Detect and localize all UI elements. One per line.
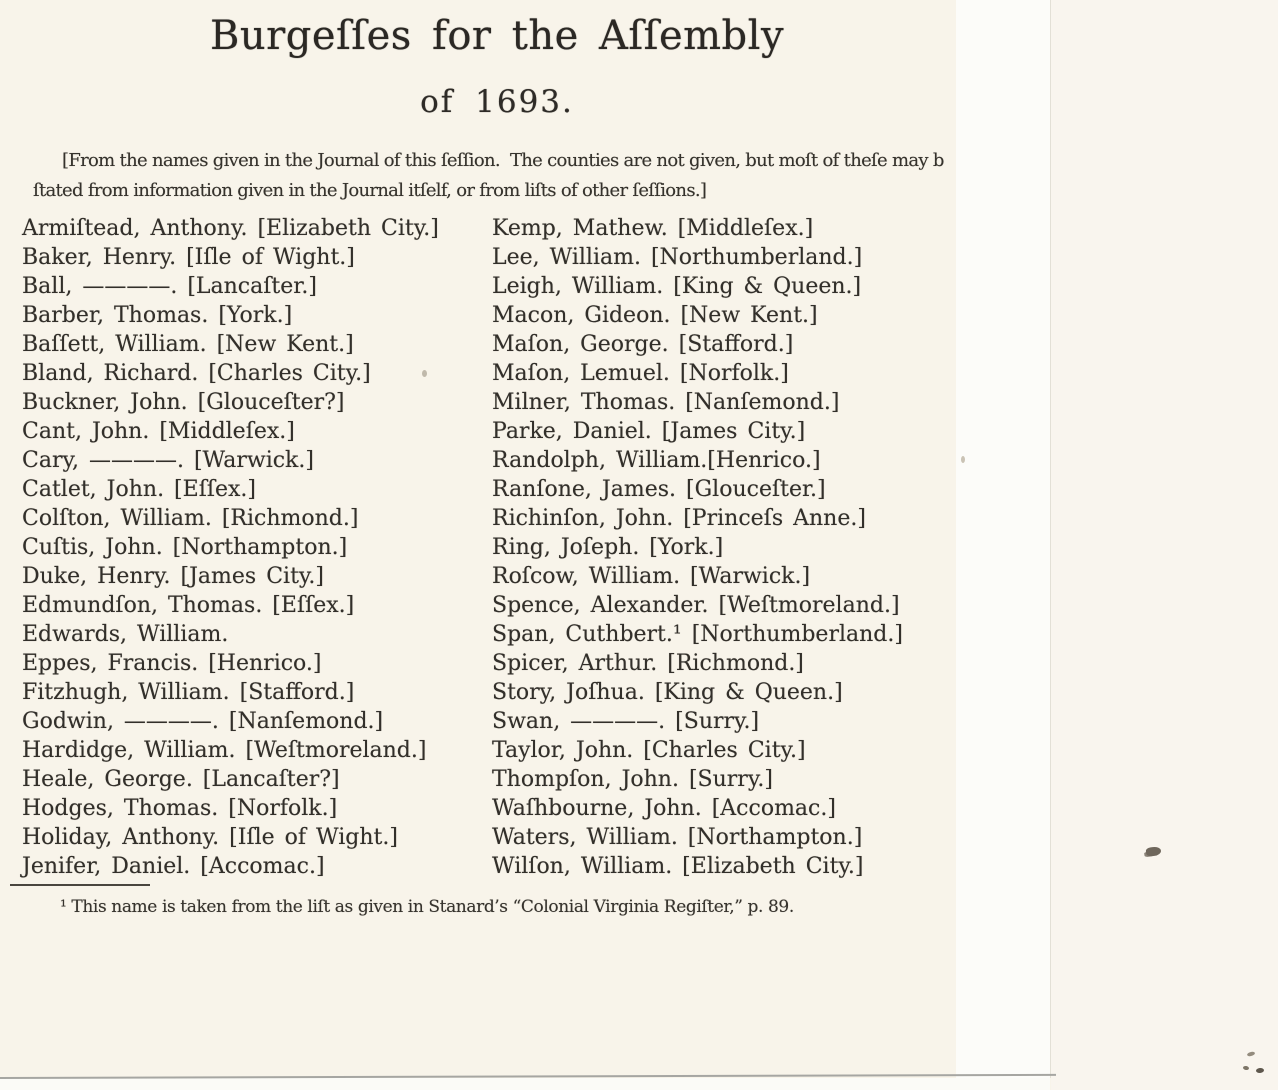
list-item: Kemp, Mathew. [Middleſex.] (492, 216, 814, 241)
list-item: Hardidge, William. [Weſtmoreland.] (22, 738, 427, 763)
list-item: Ball, ————. [Lancaſter.] (22, 274, 317, 299)
burgess-list-left: Armiſtead, Anthony. [Elizabeth City.] Bak… (22, 214, 439, 881)
list-item: Maſon, Lemuel. [Norfolk.] (492, 361, 789, 386)
list-item: Parke, Daniel. [James City.] (492, 419, 806, 444)
list-item: Godwin, ————. [Nanſemond.] (22, 709, 384, 734)
list-item: Eppes, Francis. [Henrico.] (22, 651, 322, 676)
list-item: Baſſett, William. [New Kent.] (22, 332, 354, 357)
list-item: Ring, Joſeph. [York.] (492, 535, 724, 560)
list-item: Cary, ————. [Warwick.] (22, 448, 314, 473)
list-item: Bland, Richard. [Charles City.] (22, 361, 371, 386)
list-item: Cant, John. [Middleſex.] (22, 419, 295, 444)
list-item: Spicer, Arthur. [Richmond.] (492, 651, 804, 676)
page-subtitle: of 1693. (420, 84, 574, 120)
list-item: Richinſon, John. [Princeſs Anne.] (492, 506, 866, 531)
list-item: Wilſon, William. [Elizabeth City.] (492, 854, 864, 879)
list-item: Swan, ————. [Surry.] (492, 709, 760, 734)
bottom-page-strip (0, 1078, 1050, 1090)
list-item: Edmundſon, Thomas. [Eſſex.] (22, 593, 355, 618)
list-item: Barber, Thomas. [York.] (22, 303, 293, 328)
list-item: Armiſtead, Anthony. [Elizabeth City.] (22, 216, 439, 241)
list-item: Catlet, John. [Eſſex.] (22, 477, 256, 502)
list-item: Baker, Henry. [Iſle of Wight.] (22, 245, 355, 270)
list-item: Fitzhugh, William. [Stafford.] (22, 680, 355, 705)
list-item: Buckner, John. [Glouceſter?] (22, 390, 345, 415)
list-item: Thompſon, John. [Surry.] (492, 767, 773, 792)
header-note-line2: ſtated from information given in the Jou… (33, 180, 707, 201)
list-item: Colſton, William. [Richmond.] (22, 506, 359, 531)
list-item: Holiday, Anthony. [Iſle of Wight.] (22, 825, 398, 850)
list-item: Heale, George. [Lancaſter?] (22, 767, 340, 792)
list-item: Duke, Henry. [James City.] (22, 564, 325, 589)
list-item: Waſhbourne, John. [Accomac.] (492, 796, 836, 821)
list-item: Edwards, William. (22, 622, 229, 647)
list-item: Randolph, William.[Henrico.] (492, 448, 821, 473)
list-item: Spence, Alexander. [Weſtmoreland.] (492, 593, 900, 618)
list-item: Jenifer, Daniel. [Accomac.] (22, 854, 325, 879)
list-item: Waters, William. [Northampton.] (492, 825, 863, 850)
ink-speck (422, 370, 427, 377)
list-item: Ranſone, James. [Glouceſter.] (492, 477, 826, 502)
page-edge-band (956, 0, 1051, 1078)
list-item: Cuſtis, John. [Northampton.] (22, 535, 348, 560)
list-item: Hodges, Thomas. [Norfolk.] (22, 796, 338, 821)
header-note-line1: [From the names given in the Journal of … (62, 150, 944, 171)
ink-speck (961, 456, 965, 463)
list-item: Macon, Gideon. [New Kent.] (492, 303, 818, 328)
list-item: Leigh, William. [King & Queen.] (492, 274, 862, 299)
burgess-list-right: Kemp, Mathew. [Middleſex.] Lee, William. … (492, 214, 903, 881)
header-note: [From the names given in the Journal of … (0, 146, 958, 206)
page-title: Burgeſſes for the Aſſembly (209, 13, 785, 59)
footnote-text: ¹ This name is taken from the liſt as gi… (60, 897, 794, 917)
list-item: Milner, Thomas. [Nanſemond.] (492, 390, 840, 415)
list-item: Maſon, George. [Stafford.] (492, 332, 794, 357)
right-paper-area (1051, 0, 1278, 1090)
list-item: Roſcow, William. [Warwick.] (492, 564, 811, 589)
footnote-rule (10, 884, 150, 886)
list-item: Story, Joſhua. [King & Queen.] (492, 680, 843, 705)
list-item: Lee, William. [Northumberland.] (492, 245, 863, 270)
list-item: Taylor, John. [Charles City.] (492, 738, 806, 763)
list-item: Span, Cuthbert.¹ [Northumberland.] (492, 622, 903, 647)
